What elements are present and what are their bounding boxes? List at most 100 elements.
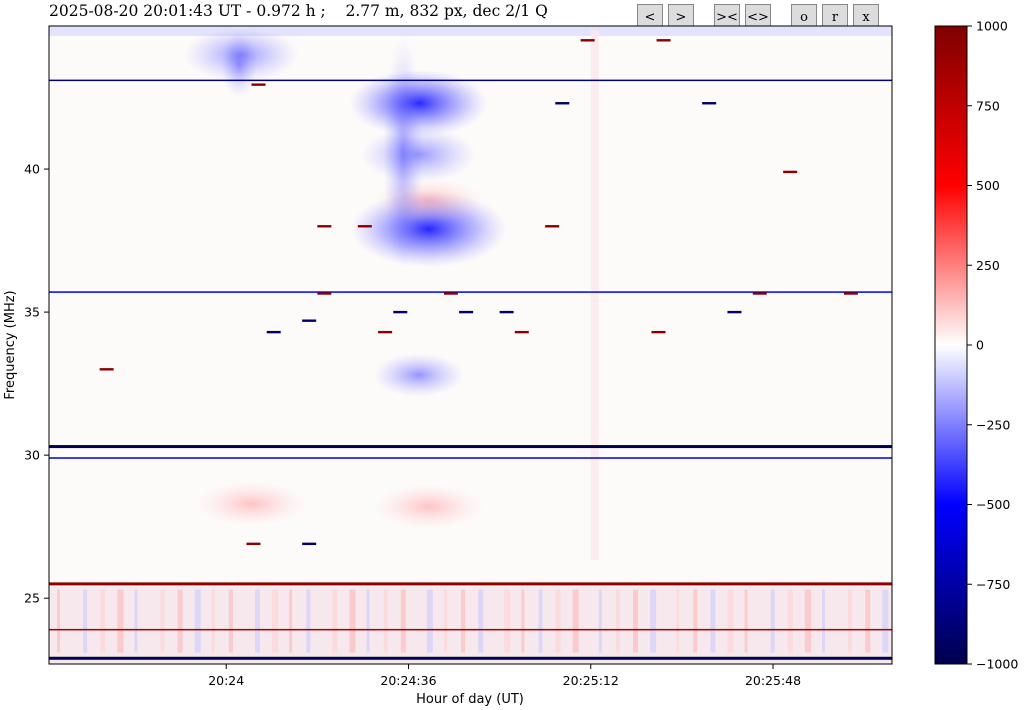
noise-streak bbox=[83, 589, 88, 653]
rfi-dash bbox=[656, 39, 671, 42]
colorbar-tick-label: −500 bbox=[976, 497, 1010, 512]
noise-streak bbox=[615, 589, 620, 653]
rfi-dash bbox=[702, 102, 717, 105]
interference-line bbox=[49, 291, 892, 293]
x-tick-label: 20:25:12 bbox=[563, 673, 619, 688]
noise-streak bbox=[228, 589, 233, 653]
noise-streak bbox=[822, 589, 825, 653]
rfi-dash bbox=[545, 225, 560, 228]
rfi-dash bbox=[246, 542, 261, 546]
rfi-dash bbox=[843, 292, 858, 295]
y-tick-label: 30 bbox=[24, 448, 40, 463]
noise-streak bbox=[134, 589, 138, 653]
noise-streak bbox=[787, 589, 793, 653]
noise-streak bbox=[117, 589, 124, 653]
y-axis: 25 30 35 40 bbox=[24, 162, 49, 606]
rfi-dash bbox=[580, 39, 595, 42]
x-axis-label: Hour of day (UT) bbox=[416, 692, 524, 707]
colorbar-tick-label: 250 bbox=[976, 258, 1000, 273]
burst-smear bbox=[221, 31, 258, 98]
rfi-dash bbox=[357, 225, 372, 228]
burst-blob bbox=[196, 481, 307, 526]
noise-streak bbox=[100, 589, 106, 653]
noise-streak bbox=[426, 589, 433, 653]
burst-smear bbox=[383, 37, 424, 270]
noise-streak bbox=[710, 589, 716, 653]
colorbar-tick-label: 750 bbox=[976, 98, 1000, 113]
noise-streak bbox=[211, 589, 215, 653]
noise-streak bbox=[332, 589, 338, 653]
noise-streak bbox=[865, 589, 871, 653]
noise-streak bbox=[461, 589, 466, 653]
rfi-dash bbox=[443, 292, 458, 295]
colorbar-tick-label: 0 bbox=[976, 338, 984, 353]
colorbar-tick-label: 500 bbox=[976, 178, 1000, 193]
colorbar-tick-label: 1000 bbox=[976, 19, 1008, 34]
x-axis: 20:24 20:24:36 20:25:12 20:25:48 bbox=[208, 664, 801, 688]
y-tick-label: 40 bbox=[24, 162, 40, 177]
noise-streak bbox=[306, 589, 311, 653]
noise-streak bbox=[272, 589, 279, 653]
low-frequency-noise-band bbox=[49, 586, 892, 664]
noise-streak bbox=[693, 589, 698, 653]
colorbar-gradient bbox=[934, 25, 968, 665]
noise-streak bbox=[538, 589, 543, 653]
noise-streak bbox=[727, 589, 734, 653]
noise-streak bbox=[555, 589, 561, 653]
spectrogram-plot bbox=[49, 26, 892, 664]
rfi-dash bbox=[251, 83, 266, 86]
noise-streak bbox=[255, 589, 260, 653]
noise-streak bbox=[633, 589, 638, 653]
x-tick-label: 20:24 bbox=[208, 673, 244, 688]
x-tick-label: 20:24:36 bbox=[380, 673, 436, 688]
noise-streak bbox=[804, 589, 811, 653]
colorbar: 1000 750 500 250 0 −250 −500 −750 −1000 bbox=[934, 19, 1018, 672]
noise-streak bbox=[478, 589, 484, 653]
noise-streak bbox=[349, 589, 356, 653]
burst-blob bbox=[373, 353, 464, 397]
rfi-dash bbox=[317, 225, 332, 228]
noise-streak bbox=[289, 589, 293, 653]
noise-streak bbox=[770, 589, 775, 653]
interference-line bbox=[49, 457, 892, 459]
rfi-dash bbox=[378, 330, 393, 334]
noise-streak bbox=[744, 589, 748, 653]
interference-line bbox=[49, 628, 892, 631]
noise-streak bbox=[444, 589, 447, 653]
rfi-dash bbox=[727, 310, 742, 314]
rfi-dash bbox=[459, 310, 474, 314]
rfi-dash bbox=[302, 542, 317, 546]
noise-streak bbox=[383, 589, 388, 653]
noise-streak bbox=[650, 589, 657, 653]
rfi-dash bbox=[266, 330, 281, 334]
rfi-dash bbox=[752, 292, 767, 295]
noise-streak bbox=[504, 589, 511, 653]
colorbar-tick-label: −250 bbox=[976, 417, 1010, 432]
y-tick-label: 35 bbox=[24, 305, 40, 320]
interference-line bbox=[49, 79, 892, 82]
noise-streak bbox=[598, 589, 602, 653]
noise-streak bbox=[366, 589, 370, 653]
vertical-artifact bbox=[590, 30, 599, 560]
rfi-dash bbox=[555, 102, 570, 105]
noise-streak bbox=[521, 589, 525, 653]
colorbar-tick-label: −1000 bbox=[976, 657, 1018, 672]
noise-streak bbox=[57, 589, 60, 653]
y-tick-label: 25 bbox=[24, 591, 40, 606]
rfi-dash bbox=[317, 292, 332, 295]
rfi-dash bbox=[393, 310, 408, 314]
top-noise-band bbox=[49, 26, 892, 36]
noise-streak bbox=[177, 589, 183, 653]
rfi-dash bbox=[499, 310, 514, 314]
rfi-dash bbox=[514, 330, 529, 334]
rfi-dash bbox=[99, 368, 114, 371]
noise-streak bbox=[572, 589, 579, 653]
rfi-dash bbox=[651, 330, 666, 334]
noise-streak bbox=[400, 589, 406, 653]
burst-blob bbox=[373, 484, 484, 529]
noise-streak bbox=[160, 589, 165, 653]
noise-streak bbox=[882, 589, 889, 653]
interference-line bbox=[49, 656, 892, 660]
noise-streak bbox=[194, 589, 201, 653]
